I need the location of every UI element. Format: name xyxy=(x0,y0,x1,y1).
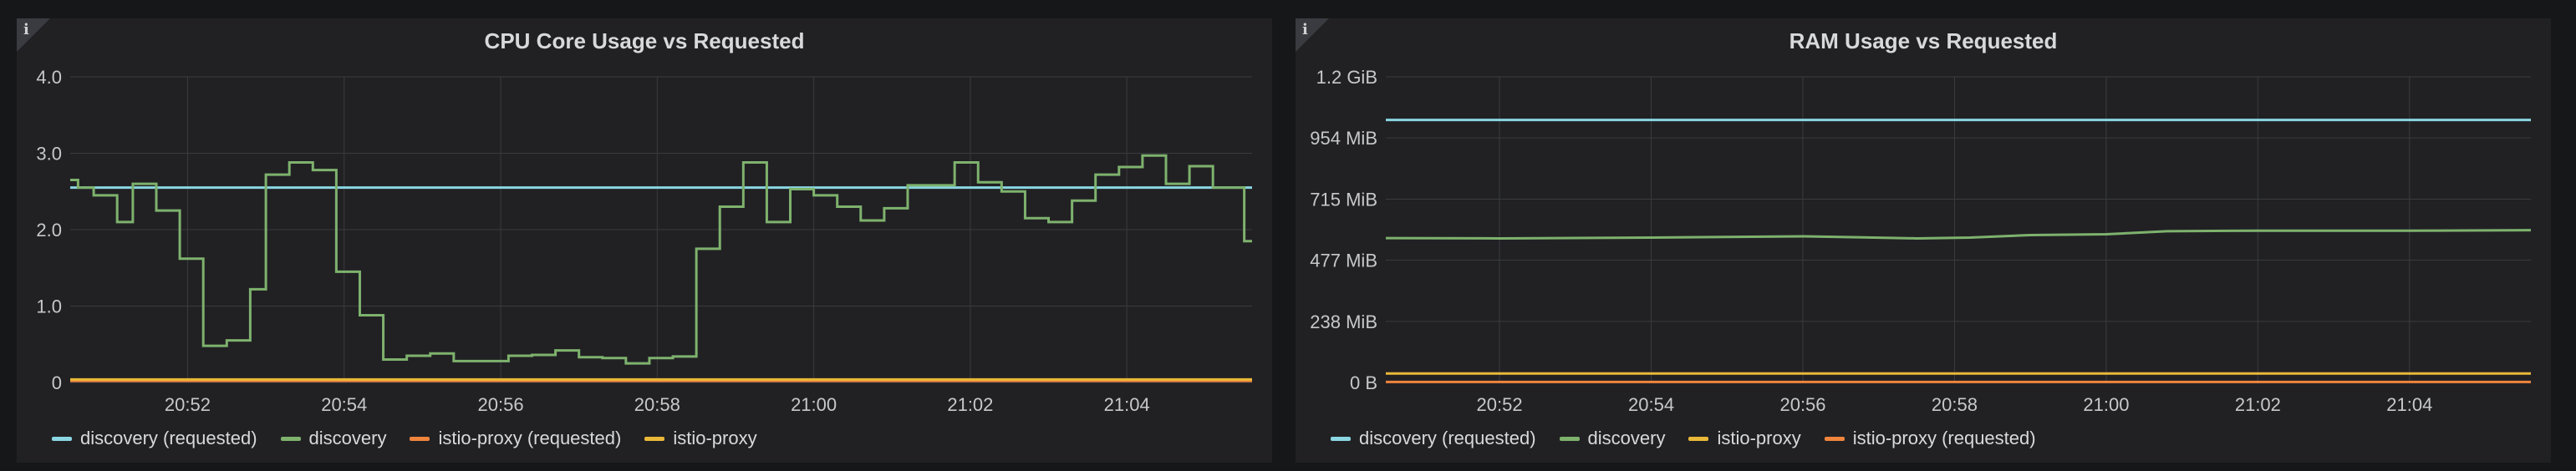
y-tick-label: 0 xyxy=(52,372,62,393)
x-tick-label: 20:54 xyxy=(321,394,367,415)
legend-item[interactable]: discovery xyxy=(1559,428,1666,449)
ram-panel: i RAM Usage vs Requested 0 B 238 MiB 477 M… xyxy=(1296,18,2551,463)
legend-item[interactable]: discovery (requested) xyxy=(1331,428,1536,449)
legend-label: istio-proxy (requested) xyxy=(1852,428,2036,448)
legend-label: discovery (requested) xyxy=(1359,428,1536,448)
y-tick-label: 477 MiB xyxy=(1310,251,1377,271)
cpu-panel: i CPU Core Usage vs Requested 0 1.0 2.0 3.0… xyxy=(17,18,1272,463)
x-tick-label: 20:56 xyxy=(478,394,524,415)
legend-item[interactable]: istio-proxy xyxy=(644,428,757,449)
legend-swatch xyxy=(52,436,72,441)
x-tick-label: 20:52 xyxy=(1477,394,1523,415)
legend: discovery (requested) discovery istio-prox… xyxy=(1331,428,2036,449)
y-tick-label: 2.0 xyxy=(36,220,62,241)
legend-swatch xyxy=(1331,436,1351,441)
legend-item[interactable]: istio-proxy xyxy=(1688,428,1801,449)
legend-swatch xyxy=(1688,436,1709,441)
x-tick-label: 20:58 xyxy=(634,394,680,415)
panel-info-corner[interactable] xyxy=(17,18,50,52)
y-tick-label: 0 B xyxy=(1350,372,1377,393)
x-tick-label: 20:52 xyxy=(165,394,211,415)
x-tick-label: 21:00 xyxy=(791,394,837,415)
legend-item[interactable]: discovery xyxy=(280,428,387,449)
legend-item[interactable]: discovery (requested) xyxy=(52,428,257,449)
legend-label: istio-proxy (requested) xyxy=(438,428,622,448)
series-line-discovery[interactable] xyxy=(1385,229,2532,240)
ram-chart: 0 B 238 MiB 477 MiB 715 MiB 954 MiB 1.2 GiB 20… xyxy=(1310,67,2532,415)
panel-info-corner[interactable] xyxy=(1296,18,1329,52)
y-tick-label: 238 MiB xyxy=(1310,311,1377,332)
series-line-discovery[interactable] xyxy=(70,154,1252,365)
legend-label: istio-proxy xyxy=(673,428,757,448)
y-tick-label: 1.2 GiB xyxy=(1316,67,1377,88)
x-tick-label: 20:54 xyxy=(1628,394,1674,415)
info-icon[interactable]: i xyxy=(1302,21,1308,38)
x-tick-label: 21:00 xyxy=(2083,394,2129,415)
legend: discovery (requested) discovery istio-prox… xyxy=(52,428,757,449)
legend-label: discovery (requested) xyxy=(80,428,257,448)
y-tick-label: 4.0 xyxy=(36,67,62,88)
x-tick-label: 21:04 xyxy=(2386,394,2432,415)
cpu-chart: 0 1.0 2.0 3.0 4.0 20:52 20:54 20:56 20:58 21:00 21… xyxy=(36,67,1252,415)
panel-title[interactable]: CPU Core Usage vs Requested xyxy=(484,28,805,53)
legend-swatch xyxy=(410,436,430,441)
legend-label: discovery xyxy=(308,428,387,448)
panel-title[interactable]: RAM Usage vs Requested xyxy=(1789,28,2058,53)
y-tick-label: 715 MiB xyxy=(1310,189,1377,210)
legend-swatch xyxy=(1559,436,1580,441)
y-tick-label: 1.0 xyxy=(36,296,62,317)
x-tick-label: 21:04 xyxy=(1104,394,1150,415)
legend-item[interactable]: istio-proxy (requested) xyxy=(1824,428,2036,449)
legend-swatch xyxy=(1824,436,1845,441)
legend-swatch xyxy=(644,436,665,441)
x-tick-label: 20:56 xyxy=(1779,394,1825,415)
legend-label: discovery xyxy=(1587,428,1666,448)
x-tick-label: 21:02 xyxy=(947,394,993,415)
legend-label: istio-proxy xyxy=(1717,428,1801,448)
info-icon[interactable]: i xyxy=(23,21,29,38)
y-tick-label: 3.0 xyxy=(36,144,62,165)
legend-swatch xyxy=(280,436,301,441)
y-tick-label: 954 MiB xyxy=(1310,128,1377,149)
x-tick-label: 20:58 xyxy=(1932,394,1978,415)
x-tick-label: 21:02 xyxy=(2235,394,2281,415)
legend-item[interactable]: istio-proxy (requested) xyxy=(410,428,621,449)
